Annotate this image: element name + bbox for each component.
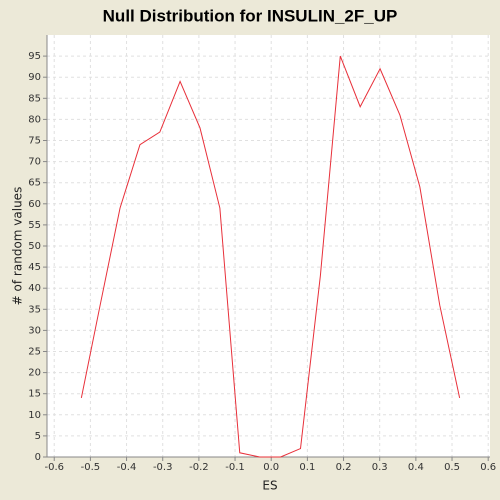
y-tick-label: 15	[28, 389, 41, 400]
y-tick-label: 45	[28, 262, 41, 273]
y-tick-label: 80	[28, 114, 41, 125]
y-axis-label: # of random values	[11, 187, 25, 306]
y-tick-label: 20	[28, 368, 41, 379]
x-tick-label: -0.5	[81, 462, 101, 473]
y-tick-label: 40	[28, 283, 41, 294]
chart-title: Null Distribution for INSULIN_2F_UP	[103, 6, 398, 25]
y-tick-label: 95	[28, 51, 41, 62]
y-tick-label: 30	[28, 325, 41, 336]
x-tick-label: 0.6	[480, 462, 496, 473]
x-tick-label: -0.2	[189, 462, 209, 473]
x-tick-label: 0.3	[372, 462, 388, 473]
y-tick-label: 65	[28, 178, 41, 189]
x-tick-label: -0.1	[225, 462, 245, 473]
x-tick-label: 0.4	[408, 462, 424, 473]
y-tick-label: 5	[35, 431, 41, 442]
y-tick-label: 70	[28, 157, 41, 168]
y-tick-label: 50	[28, 241, 41, 252]
y-tick-label: 0	[35, 452, 41, 463]
y-tick-label: 25	[28, 347, 41, 358]
y-tick-label: 75	[28, 136, 41, 147]
x-tick-label: -0.4	[117, 462, 137, 473]
x-tick-label: -0.3	[153, 462, 173, 473]
y-tick-label: 35	[28, 304, 41, 315]
y-tick-label: 90	[28, 72, 41, 83]
x-tick-label: -0.6	[44, 462, 64, 473]
x-axis-label: ES	[262, 479, 277, 493]
x-tick-label: 0.5	[444, 462, 460, 473]
y-tick-label: 55	[28, 220, 41, 231]
y-tick-label: 85	[28, 93, 41, 104]
x-tick-label: 0.1	[299, 462, 315, 473]
x-tick-label: 0.2	[336, 462, 352, 473]
y-tick-label: 10	[28, 410, 41, 421]
y-tick-label: 60	[28, 199, 41, 210]
x-tick-label: 0.0	[263, 462, 279, 473]
data-line	[80, 55, 461, 458]
